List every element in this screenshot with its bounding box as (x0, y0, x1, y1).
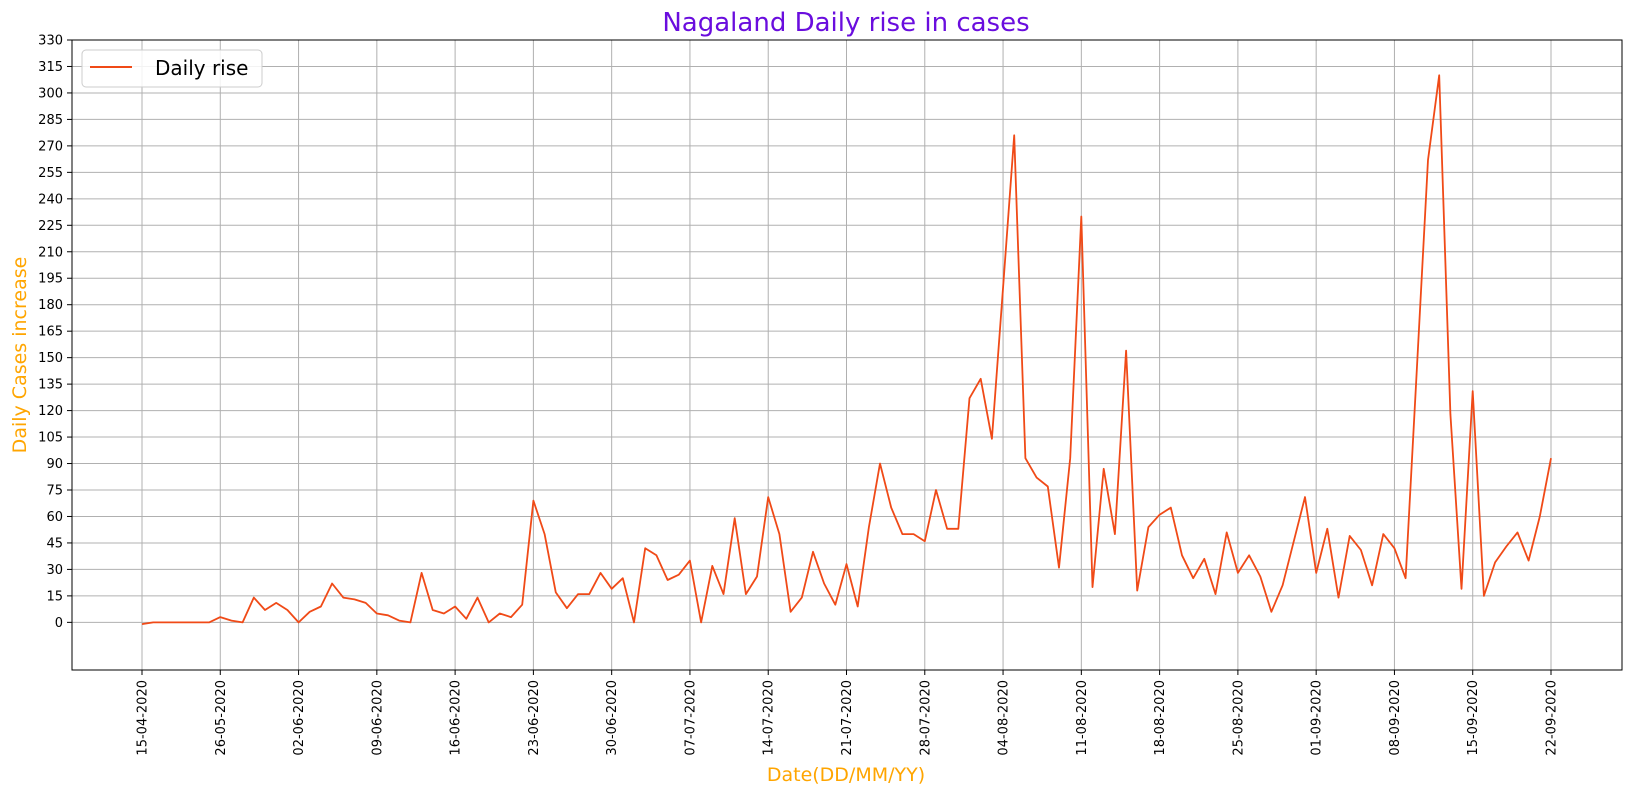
y-tick-label: 135 (38, 378, 63, 393)
y-tick-label: 240 (38, 192, 63, 207)
legend: Daily rise (81, 49, 263, 88)
y-tick-label: 30 (46, 563, 63, 578)
y-tick-label: 195 (38, 272, 63, 287)
x-tick-label: 18-08-2020 (1153, 680, 1168, 756)
y-tick-label: 105 (38, 431, 63, 446)
y-tick-label: 45 (46, 536, 63, 551)
y-tick-label: 315 (38, 60, 63, 75)
y-tick-label: 75 (46, 484, 63, 499)
x-tick-label: 02-06-2020 (292, 680, 307, 756)
x-tick-label: 22-09-2020 (1545, 680, 1560, 756)
grid-layer (72, 39, 1622, 670)
y-tick-label: 255 (38, 166, 63, 181)
x-tick-label: 25-08-2020 (1231, 680, 1246, 756)
x-axis-ticks: 15-04-2020 26-05-2020 02-06-2020 09-06-2020… (136, 670, 1560, 756)
y-tick-label: 285 (38, 113, 63, 128)
x-tick-label: 08-09-2020 (1388, 680, 1403, 756)
y-tick-label: 60 (46, 510, 63, 525)
x-tick-label: 07-07-2020 (683, 680, 698, 756)
y-tick-label: 165 (38, 325, 63, 340)
x-tick-label: 16-06-2020 (449, 680, 464, 756)
y-tick-label: 90 (46, 457, 63, 472)
y-axis-ticks: 0 15 30 45 60 75 90 105 120 135 150 165 180 195 210 225… (38, 34, 72, 631)
x-tick-label: 28-07-2020 (918, 680, 933, 756)
x-tick-label: 01-09-2020 (1310, 680, 1325, 756)
x-tick-label: 09-06-2020 (370, 680, 385, 756)
y-tick-label: 300 (38, 86, 63, 101)
y-tick-label: 210 (38, 245, 63, 260)
legend-box (81, 49, 263, 88)
x-axis-label: Date(DD/MM/YY) (767, 764, 925, 786)
x-tick-label: 04-08-2020 (997, 680, 1012, 756)
y-axis-label: Daily Cases increase (9, 257, 31, 454)
series-line-daily-rise (141, 74, 1552, 625)
y-tick-label: 120 (38, 404, 63, 419)
x-tick-label: 30-06-2020 (605, 680, 620, 756)
y-tick-label: 0 (55, 616, 63, 631)
y-tick-label: 270 (38, 139, 63, 154)
x-tick-label: 15-09-2020 (1466, 680, 1481, 756)
x-tick-label: 15-04-2020 (136, 680, 151, 756)
x-tick-label: 26-05-2020 (214, 680, 229, 756)
series-layer (141, 74, 1552, 625)
y-tick-label: 150 (38, 351, 63, 366)
x-tick-label: 14-07-2020 (762, 680, 777, 756)
y-tick-label: 15 (46, 589, 63, 604)
x-tick-label: 21-07-2020 (840, 680, 855, 756)
chart-title: Nagaland Daily rise in cases (662, 8, 1029, 38)
x-tick-label: 23-06-2020 (527, 680, 542, 756)
y-tick-label: 225 (38, 219, 63, 234)
x-tick-label: 11-08-2020 (1075, 680, 1090, 756)
y-tick-label: 330 (38, 34, 63, 49)
y-tick-label: 180 (38, 298, 63, 313)
legend-label-daily-rise: Daily rise (155, 56, 248, 80)
